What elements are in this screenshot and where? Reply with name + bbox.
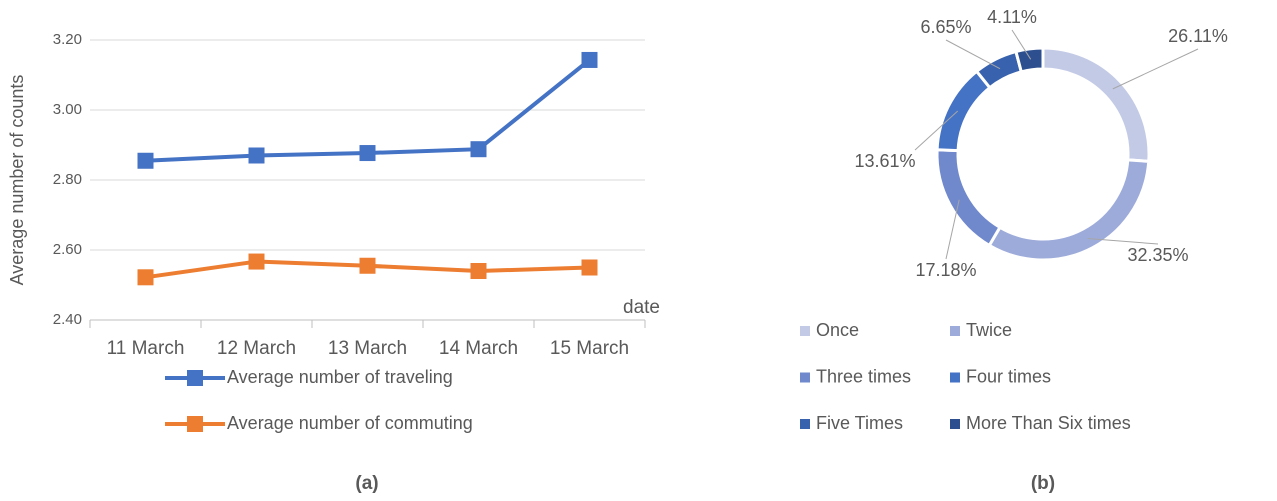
legend-label: Three times: [816, 366, 911, 386]
legend-marker: [187, 416, 203, 432]
panel-label: (a): [355, 473, 378, 494]
legend-swatch: [800, 372, 810, 383]
x-tick-label: 11 March: [107, 338, 185, 359]
data-label: 13.61%: [854, 151, 915, 171]
donut-segment: [1041, 46, 1151, 163]
legend-swatch: [800, 419, 810, 429]
data-label: 17.18%: [915, 260, 976, 280]
leader-line: [1011, 29, 1032, 60]
point: [470, 263, 487, 279]
legend-swatch: [950, 372, 960, 383]
leader-line: [945, 199, 960, 260]
donut-segment: [935, 148, 1002, 248]
legend-label: Twice: [966, 320, 1012, 340]
data-label: 4.11%: [987, 7, 1037, 27]
data-label: 32.35%: [1127, 245, 1188, 265]
y-tick-label: 2.40: [53, 311, 82, 328]
x-tick-label: 14 March: [439, 338, 518, 359]
point: [581, 51, 598, 68]
legend-swatch: [950, 419, 960, 429]
legend-label: Four times: [966, 366, 1051, 386]
data-label: 26.11%: [1168, 26, 1228, 46]
legend-marker: [187, 370, 203, 386]
y-tick-label: 2.80: [53, 171, 82, 188]
leader-line: [945, 39, 1001, 70]
y-tick-label: 2.60: [53, 241, 82, 258]
x-tick-label: 15 March: [550, 338, 629, 359]
donut-segment: [987, 158, 1151, 262]
point: [137, 152, 154, 169]
legend-label: Once: [816, 320, 859, 340]
panel-label: (b): [1031, 473, 1055, 494]
leader-line: [914, 110, 959, 151]
leader-line: [1087, 237, 1159, 245]
legend-label: Average number of commuting: [227, 413, 473, 433]
point: [137, 269, 154, 286]
y-tick-label: 3.00: [53, 101, 82, 118]
point: [470, 141, 487, 158]
point: [359, 257, 376, 274]
legend-swatch: [800, 326, 810, 336]
point: [359, 145, 376, 162]
x-tick-label: 12 March: [217, 338, 296, 359]
y-tick-label: 3.20: [53, 31, 82, 48]
data-label: 6.65%: [920, 17, 971, 37]
point: [581, 259, 598, 276]
x-axis-label: date: [623, 297, 660, 318]
y-axis-label: Average number of counts: [7, 75, 27, 286]
donut-segment: [935, 69, 992, 153]
leader-line: [1112, 48, 1199, 90]
point: [248, 253, 265, 270]
legend-label: Average number of traveling: [227, 367, 453, 387]
legend-swatch: [950, 326, 960, 336]
x-tick-label: 13 March: [328, 338, 407, 359]
legend-label: Five Times: [816, 413, 903, 433]
point: [248, 147, 265, 164]
legend-label: More Than Six times: [966, 413, 1131, 433]
donut-segment: [1014, 46, 1045, 74]
